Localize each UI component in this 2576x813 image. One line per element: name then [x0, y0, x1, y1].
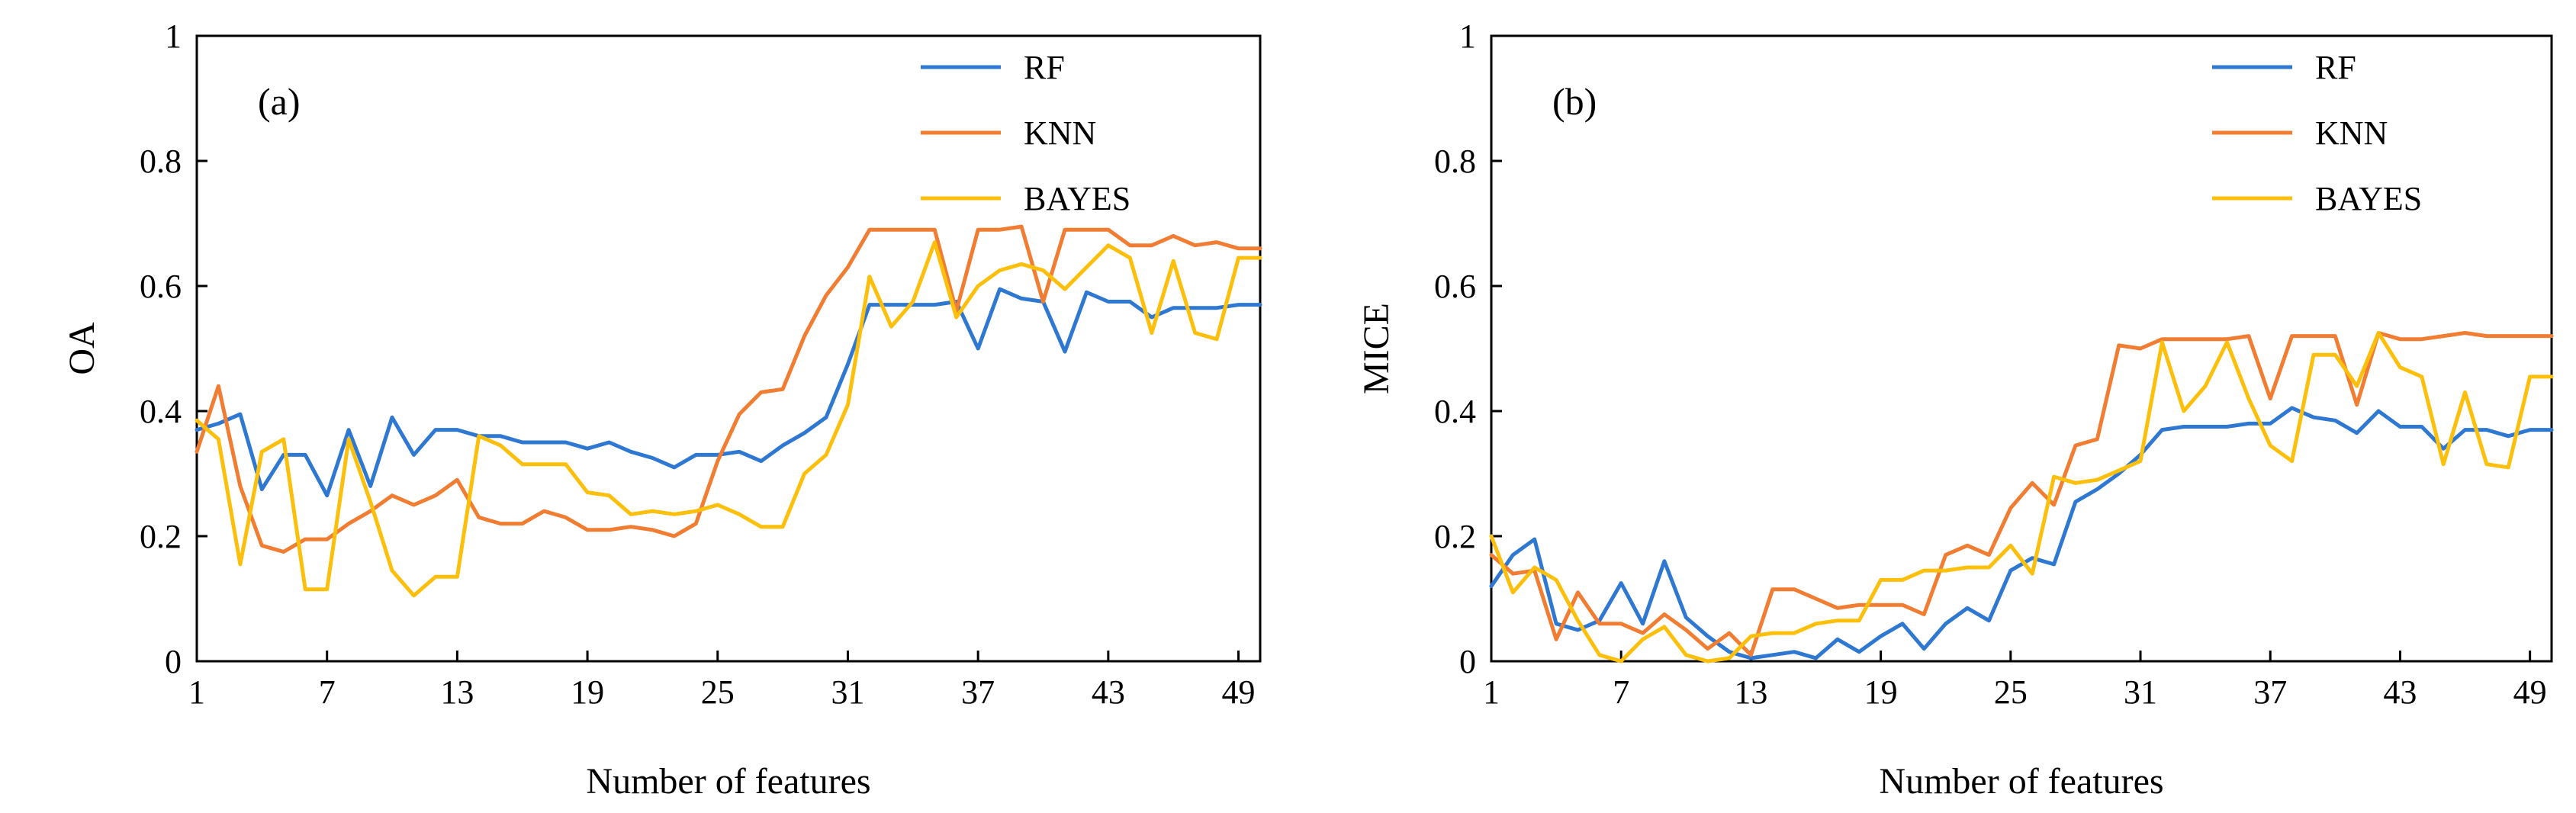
- series-line-rf: [195, 287, 1262, 498]
- y-tick-label: 1: [165, 18, 182, 55]
- panel-label: (a): [258, 80, 301, 123]
- x-tick-label: 19: [571, 673, 604, 711]
- x-tick-label: 43: [1092, 673, 1125, 711]
- y-tick-label: 0.6: [140, 268, 182, 305]
- y-tick-label: 0.6: [1434, 268, 1476, 305]
- panel-a: 0 0.2 0.4 0.6 0.8 1 1 7 13 19 25 31 37 43 49 Number of …: [62, 18, 1262, 802]
- y-tick-label: 0.2: [140, 518, 182, 555]
- x-tick-label: 37: [961, 673, 995, 711]
- x-tick-label: 25: [701, 673, 735, 711]
- x-axis-title: Number of features: [1879, 761, 2163, 802]
- y-tick-label: 0: [165, 643, 182, 680]
- y-tick-label: 0.8: [140, 143, 182, 180]
- x-axis-title: Number of features: [586, 761, 870, 802]
- x-tick-label: 7: [319, 673, 336, 711]
- legend-label-bayes: BAYES: [2315, 180, 2422, 217]
- x-tick-label: 25: [1994, 673, 2028, 711]
- panel-b: 0 0.2 0.4 0.6 0.8 1 1 7 13 19 25 31 37 43 49 Number of …: [1356, 18, 2554, 802]
- legend-label-knn: KNN: [2315, 114, 2388, 152]
- y-tick-label: 0.4: [1434, 393, 1476, 430]
- y-axis-title: MICE: [1356, 303, 1397, 394]
- x-tick-label: 37: [2253, 673, 2287, 711]
- x-tick-label: 31: [2124, 673, 2157, 711]
- y-axis-title: OA: [62, 322, 102, 375]
- x-tick-label: 13: [1734, 673, 1767, 711]
- x-tick-label: 1: [188, 673, 205, 711]
- series-line-knn: [195, 224, 1262, 554]
- y-tick-label: 1: [1459, 18, 1476, 55]
- x-tick-label: 1: [1483, 673, 1500, 711]
- x-tick-label: 49: [1222, 673, 1256, 711]
- panel-label: (b): [1552, 80, 1597, 123]
- y-tick-label: 0.2: [1434, 518, 1476, 555]
- legend-label-bayes: BAYES: [1024, 180, 1130, 217]
- series-line-rf: [1489, 406, 2554, 660]
- plot-frame: [1490, 34, 2553, 663]
- legend-label-knn: KNN: [1024, 114, 1096, 152]
- legend-label-rf: RF: [2315, 49, 2356, 86]
- x-tick-label: 13: [440, 673, 474, 711]
- series-line-bayes: [1489, 331, 2554, 664]
- x-tick-label: 7: [1613, 673, 1629, 711]
- y-tick-label: 0: [1459, 643, 1476, 680]
- x-tick-label: 19: [1864, 673, 1898, 711]
- y-tick-label: 0.4: [140, 393, 182, 430]
- x-tick-label: 49: [2513, 673, 2547, 711]
- y-tick-label: 0.8: [1434, 143, 1476, 180]
- x-tick-label: 43: [2383, 673, 2417, 711]
- legend-label-rf: RF: [1024, 49, 1065, 86]
- x-tick-label: 31: [831, 673, 864, 711]
- series-line-bayes: [195, 240, 1262, 598]
- plot-frame: [195, 34, 1262, 663]
